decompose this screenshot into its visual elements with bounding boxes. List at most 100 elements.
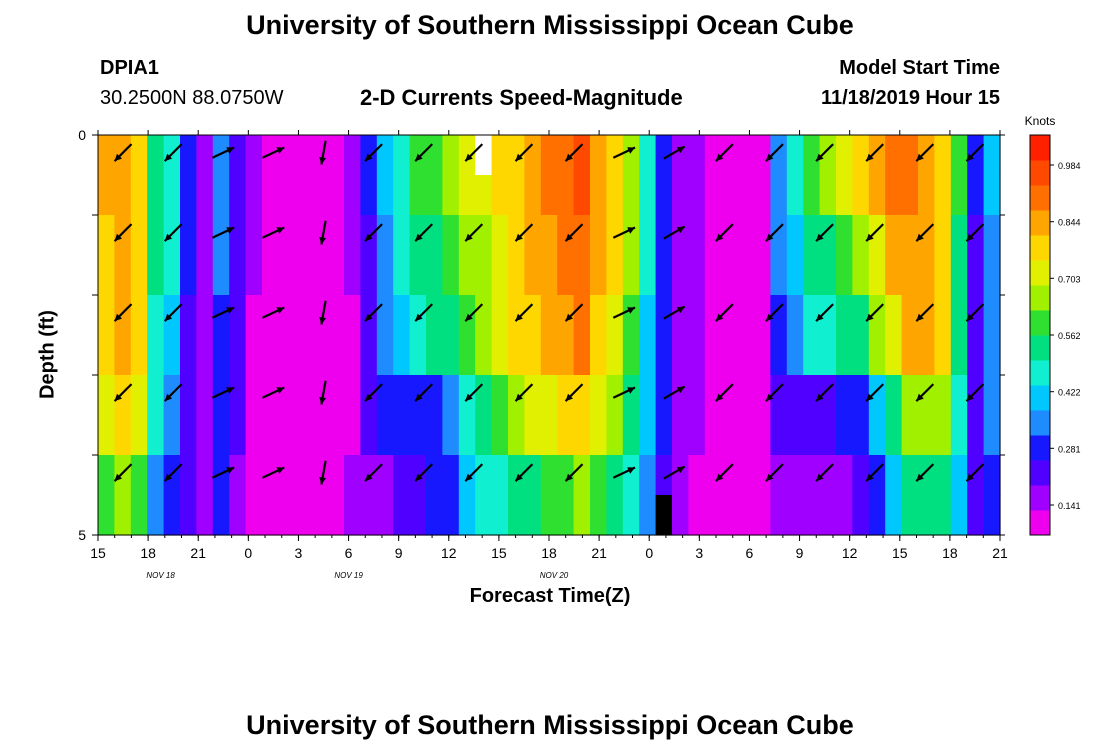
- heatmap-cell: [376, 455, 394, 496]
- current-vector-arrow: [319, 140, 327, 165]
- heatmap-cell: [147, 175, 165, 216]
- heatmap-cell: [327, 415, 345, 456]
- heatmap-cell: [344, 415, 361, 456]
- heatmap-cell: [278, 335, 296, 376]
- current-vector-arrow: [715, 143, 734, 162]
- heatmap-cell: [754, 415, 771, 456]
- current-vector-arrow: [865, 463, 884, 482]
- colorbar-swatch: [1030, 360, 1050, 386]
- current-vector-arrow: [113, 303, 133, 322]
- heatmap-cell: [393, 455, 411, 496]
- heatmap-cell: [147, 135, 165, 176]
- heatmap-cell: [590, 175, 607, 216]
- heatmap-cell: [540, 495, 558, 536]
- heatmap-cell: [130, 295, 148, 336]
- heatmap-cell: [622, 495, 640, 536]
- heatmap-cell: [114, 375, 132, 416]
- heatmap-cell: [311, 335, 329, 376]
- heatmap-cell: [704, 255, 722, 296]
- heatmap-cell: [294, 175, 312, 216]
- heatmap-cell: [212, 335, 230, 376]
- heatmap-cell: [573, 375, 591, 416]
- heatmap-cell: [721, 135, 739, 176]
- current-vector-arrow: [612, 226, 636, 239]
- heatmap-cell: [376, 215, 394, 256]
- heatmap-cell: [327, 375, 345, 416]
- heatmap-cell: [475, 415, 493, 456]
- current-vector-arrow: [915, 463, 935, 482]
- heatmap-cell: [639, 495, 657, 536]
- heatmap-cell: [114, 255, 132, 296]
- current-vector-arrow: [464, 143, 484, 162]
- current-vector-arrow: [765, 143, 784, 162]
- heatmap-cell: [836, 335, 853, 376]
- colorbar-swatch: [1030, 410, 1050, 436]
- heatmap-cell: [393, 255, 411, 296]
- heatmap-cell: [163, 375, 181, 416]
- heatmap-cell: [278, 135, 296, 176]
- heatmap-cell: [950, 495, 968, 536]
- heatmap-cell: [852, 455, 870, 496]
- heatmap-cell: [754, 455, 771, 496]
- current-vector-arrow: [113, 463, 133, 482]
- current-vector-arrow: [464, 223, 484, 242]
- heatmap-cell: [442, 215, 460, 256]
- heatmap-cell: [294, 375, 312, 416]
- heatmap-cell: [147, 455, 165, 496]
- heatmap-cell: [278, 415, 296, 456]
- heatmap-cell: [606, 295, 624, 336]
- heatmap-cell: [967, 495, 985, 536]
- heatmap-cell: [655, 255, 673, 296]
- colorbar-tick-label: 0.422: [1058, 388, 1081, 398]
- heatmap-cell: [622, 375, 640, 416]
- heatmap-cell: [540, 255, 558, 296]
- heatmap-cell: [950, 135, 968, 176]
- heatmap-cell: [983, 335, 1001, 376]
- heatmap-cell: [409, 175, 427, 216]
- heatmap-cell: [967, 335, 985, 376]
- current-vector-arrow: [765, 303, 784, 322]
- heatmap-cell: [754, 375, 771, 416]
- heatmap-cell: [180, 255, 197, 296]
- heatmap-cell: [590, 455, 607, 496]
- vector-field: [113, 140, 985, 485]
- heatmap-cell: [639, 175, 657, 216]
- heatmap-cell: [475, 295, 493, 336]
- heatmap-cell: [737, 135, 755, 176]
- heatmap-cell: [130, 135, 148, 176]
- current-vector-arrow: [211, 386, 235, 399]
- heatmap-cell: [508, 255, 525, 296]
- date-label: NOV 19: [334, 571, 363, 580]
- heatmap-cell: [458, 415, 476, 456]
- current-vector-arrow: [319, 380, 327, 405]
- heatmap-cell: [426, 255, 443, 296]
- heatmap-cell: [885, 455, 903, 496]
- heatmap-cell: [688, 135, 706, 176]
- heatmap-cell: [540, 215, 558, 256]
- colorbar-swatch: [1030, 260, 1050, 286]
- heatmap-cell: [475, 255, 493, 296]
- heatmap-cell: [508, 455, 525, 496]
- heatmap-cell: [704, 215, 722, 256]
- heatmap-cell: [491, 375, 509, 416]
- colorbar-swatch: [1030, 235, 1050, 261]
- heatmap-cell: [491, 295, 509, 336]
- heatmap-cell: [278, 255, 296, 296]
- heatmap-cell: [508, 495, 525, 536]
- heatmap-cell: [803, 295, 821, 336]
- heatmap-cell: [950, 215, 968, 256]
- heatmap-cell: [901, 455, 919, 496]
- heatmap-cell: [573, 335, 591, 376]
- heatmap-cell: [622, 415, 640, 456]
- heatmap-cell: [672, 175, 689, 216]
- plot-title: 2-D Currents Speed-Magnitude: [360, 85, 683, 110]
- current-vector-arrow: [765, 383, 784, 402]
- heatmap-cell: [540, 455, 558, 496]
- heatmap-cell: [967, 135, 985, 176]
- heatmap-cell: [229, 135, 247, 176]
- heatmap-cell: [803, 175, 821, 216]
- current-vector-arrow: [564, 303, 584, 322]
- heatmap-cell: [950, 415, 968, 456]
- current-vector-arrow: [765, 463, 784, 482]
